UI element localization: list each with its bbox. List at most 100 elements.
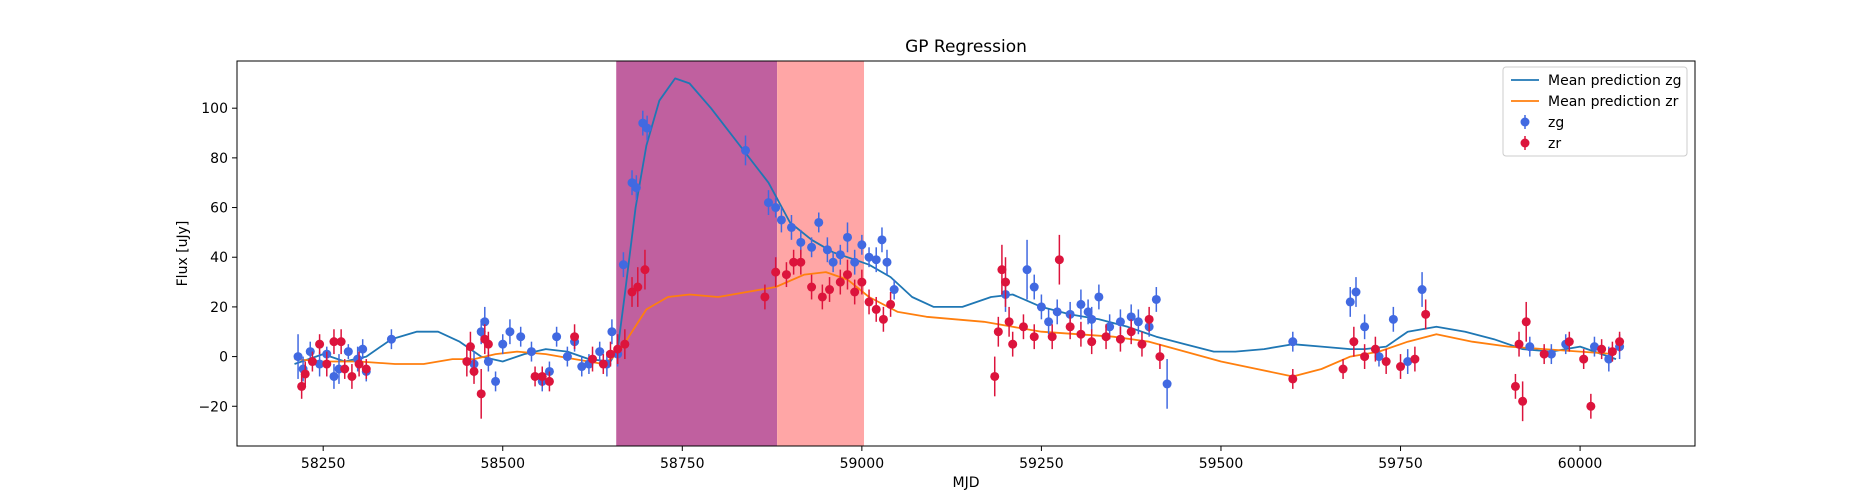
point-zg xyxy=(1374,352,1384,362)
point-zg xyxy=(741,145,751,155)
point-zr xyxy=(1054,255,1064,265)
legend-label: zg xyxy=(1548,115,1564,131)
point-zg xyxy=(491,376,501,386)
point-zg xyxy=(1417,285,1427,295)
point-zr xyxy=(469,366,479,376)
point-zr xyxy=(1615,337,1625,347)
point-zr xyxy=(1521,317,1531,327)
y-tick-label: 100 xyxy=(201,101,228,117)
point-zg xyxy=(480,317,490,327)
point-zr xyxy=(1518,396,1528,406)
point-zg xyxy=(293,352,303,362)
point-zr xyxy=(781,270,791,280)
point-zr xyxy=(1421,309,1431,319)
shaded-region-1 xyxy=(616,61,778,446)
point-zg xyxy=(595,347,605,357)
point-zg xyxy=(1151,294,1161,304)
point-zg xyxy=(763,198,773,208)
point-zr xyxy=(817,292,827,302)
point-zg xyxy=(386,334,396,344)
point-zg xyxy=(315,359,325,369)
point-zr xyxy=(1410,354,1420,364)
point-zg xyxy=(822,245,832,255)
point-zg xyxy=(642,123,652,133)
point-zr xyxy=(1001,277,1011,287)
point-zr xyxy=(771,267,781,277)
point-zg xyxy=(552,332,562,342)
point-zr xyxy=(336,337,346,347)
point-zg xyxy=(343,347,353,357)
point-zr xyxy=(297,381,307,391)
point-zg xyxy=(526,347,536,357)
y-tick-label: −20 xyxy=(198,399,228,415)
point-zg xyxy=(1546,349,1556,359)
point-zr xyxy=(1564,337,1574,347)
point-zg xyxy=(1105,322,1115,332)
point-zg xyxy=(562,352,572,362)
y-axis-title: Flux [uJy] xyxy=(175,221,191,287)
point-zr xyxy=(1607,347,1617,357)
point-zr xyxy=(1370,344,1380,354)
point-zr xyxy=(544,376,554,386)
legend-swatch-point xyxy=(1520,138,1530,148)
point-zr xyxy=(825,285,835,295)
point-zg xyxy=(607,327,617,337)
point-zg xyxy=(505,327,515,337)
point-zg xyxy=(577,362,587,372)
x-tick-label: 58750 xyxy=(660,456,705,472)
point-zg xyxy=(1388,314,1398,324)
point-zr xyxy=(1018,322,1028,332)
point-zg xyxy=(1076,299,1086,309)
point-zr xyxy=(1087,337,1097,347)
point-zg xyxy=(835,250,845,260)
point-zr xyxy=(347,371,357,381)
point-zg xyxy=(1052,307,1062,317)
point-zg xyxy=(882,257,892,267)
point-zr xyxy=(993,327,1003,337)
point-zg xyxy=(483,357,493,367)
point-zg xyxy=(1604,354,1614,364)
point-zg xyxy=(889,285,899,295)
point-zr xyxy=(315,339,325,349)
point-zr xyxy=(1101,332,1111,342)
point-zr xyxy=(1396,362,1406,372)
y-tick-label: 0 xyxy=(219,350,228,366)
point-zr xyxy=(1137,339,1147,349)
point-zg xyxy=(1345,297,1355,307)
point-zr xyxy=(605,349,615,359)
point-zr xyxy=(1360,352,1370,362)
point-zg xyxy=(1087,314,1097,324)
point-zr xyxy=(300,369,310,379)
x-tick-label: 58500 xyxy=(480,456,525,472)
point-zg xyxy=(1126,312,1136,322)
point-zr xyxy=(633,282,643,292)
shaded-region-2 xyxy=(777,61,865,446)
point-zr xyxy=(1008,339,1018,349)
point-zr xyxy=(864,297,874,307)
point-zr xyxy=(1076,329,1086,339)
legend-label: Mean prediction zr xyxy=(1548,94,1679,110)
series-zg xyxy=(293,110,1625,409)
line-mean-prediction-zg xyxy=(294,77,1617,365)
point-zg xyxy=(358,344,368,354)
legend-swatch-point xyxy=(1520,117,1530,127)
point-zg xyxy=(1029,282,1039,292)
point-zr xyxy=(1539,349,1549,359)
x-tick-label: 59250 xyxy=(1019,456,1064,472)
point-zg xyxy=(814,217,824,227)
point-zr xyxy=(807,282,817,292)
point-zg xyxy=(1288,337,1298,347)
point-zr xyxy=(620,339,630,349)
point-zg xyxy=(631,183,641,193)
point-zg xyxy=(828,257,838,267)
x-tick-label: 59000 xyxy=(840,456,885,472)
point-zr xyxy=(307,357,317,367)
point-zr xyxy=(598,359,608,369)
point-zg xyxy=(807,242,817,252)
point-zg xyxy=(776,215,786,225)
point-zg xyxy=(842,232,852,242)
point-zg xyxy=(516,332,526,342)
point-zg xyxy=(1525,342,1535,352)
point-zr xyxy=(990,371,1000,381)
point-zr xyxy=(1144,314,1154,324)
